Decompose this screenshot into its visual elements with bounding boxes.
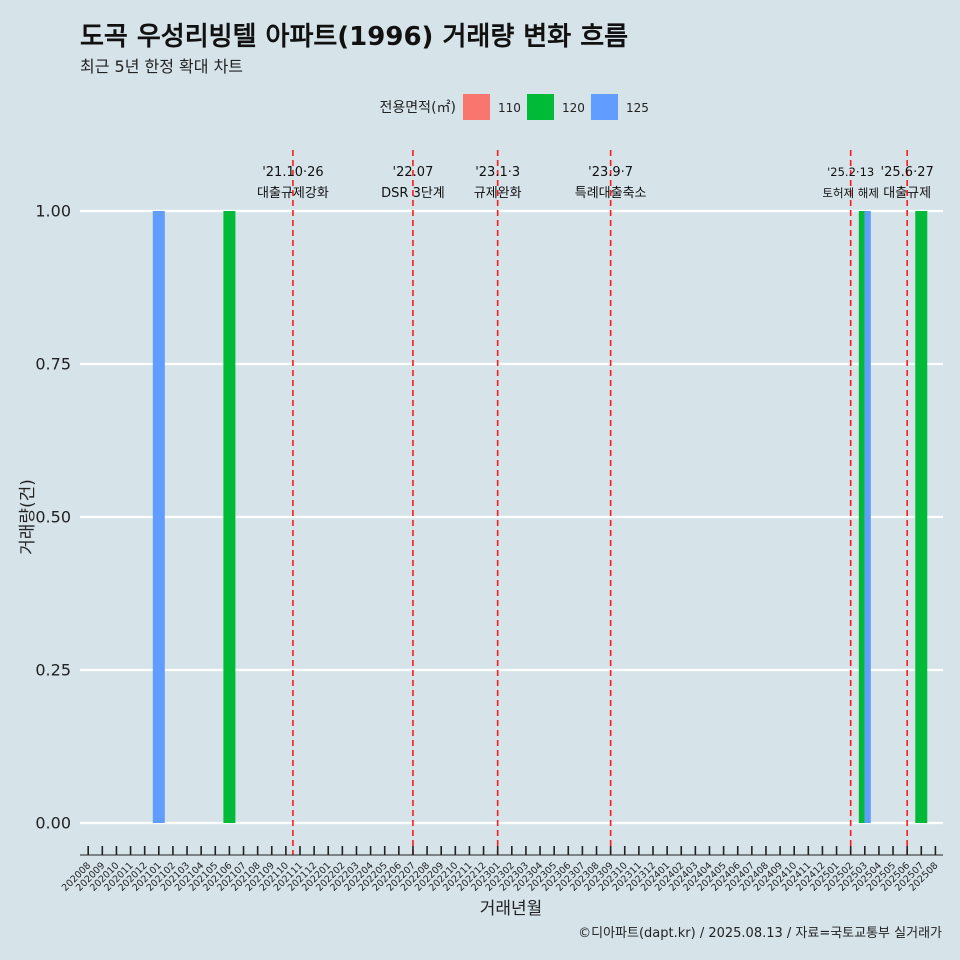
event-label: 특례대출축소: [575, 186, 647, 201]
axes: 0.000.250.500.751.0020200820200920201020…: [35, 202, 943, 894]
legend-label-110: 110: [498, 101, 521, 115]
legend: 전용면적(㎡) 110 120 125: [380, 94, 649, 120]
legend-swatch-110: [463, 94, 490, 120]
legend-label-120: 120: [562, 101, 585, 115]
chart-caption: ©디아파트(dapt.kr) / 2025.08.13 / 자료=국토교통부 실…: [578, 926, 942, 941]
event-date: '23.1·3: [475, 165, 520, 180]
event-annotations: '21.10·26 대출규제강화 '22.07 DSR 3단계 '23.1·3 규제완화 '…: [257, 165, 934, 201]
bar-125-202503: [864, 211, 871, 823]
bars-group: [152, 211, 928, 823]
event-date: '25.2·13: [827, 165, 874, 179]
event-date: '21.10·26: [262, 165, 323, 180]
y-tick-label: 0.50: [35, 508, 71, 527]
y-tick-label: 0.75: [35, 355, 71, 374]
event-date: '23.9·7: [588, 165, 633, 180]
legend-swatch-120: [527, 94, 554, 120]
event-label: 토허제 해제: [822, 186, 879, 200]
bar-120-202507: [915, 211, 928, 823]
y-axis-title: 거래량(건): [18, 479, 38, 555]
bar-120-202503: [858, 211, 865, 823]
legend-label-125: 125: [626, 101, 649, 115]
gridlines: [80, 209, 943, 825]
legend-title: 전용면적(㎡): [380, 100, 456, 116]
x-axis-title: 거래년월: [480, 899, 543, 919]
event-label: DSR 3단계: [381, 186, 445, 201]
event-label: 규제완화: [474, 186, 522, 201]
y-tick-label: 0.00: [35, 814, 71, 833]
chart-title: 도곡 우성리빙텔 아파트(1996) 거래량 변화 흐름: [80, 22, 629, 52]
y-tick-label: 1.00: [35, 202, 71, 221]
legend-swatch-125: [591, 94, 618, 120]
event-label: 대출규제강화: [257, 186, 329, 201]
event-date: '25.6·27: [881, 165, 934, 180]
y-tick-label: 0.25: [35, 661, 71, 680]
event-label: 대출규제: [883, 186, 931, 201]
event-lines: [292, 150, 908, 855]
bar-120-202106: [223, 211, 236, 823]
event-date: '22.07: [393, 165, 434, 180]
chart-subtitle: 최근 5년 한정 확대 차트: [80, 57, 244, 76]
bar-125-202101: [152, 211, 165, 823]
